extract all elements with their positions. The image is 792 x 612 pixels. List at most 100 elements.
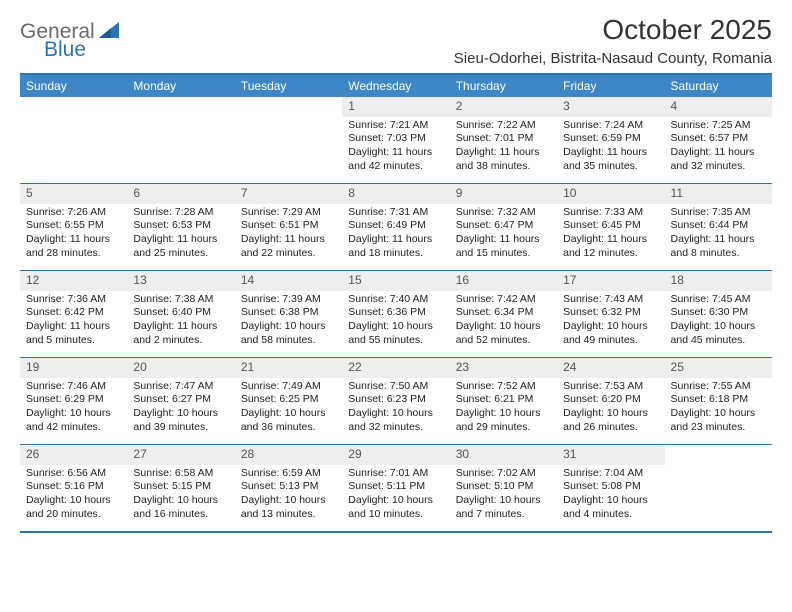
- sunset-text: Sunset: 6:29 PM: [26, 393, 121, 407]
- daylight-text: Daylight: 11 hours and 32 minutes.: [671, 146, 766, 173]
- day-body: Sunrise: 7:21 AMSunset: 7:03 PMDaylight:…: [342, 117, 449, 178]
- sunset-text: Sunset: 6:18 PM: [671, 393, 766, 407]
- day-body: Sunrise: 7:45 AMSunset: 6:30 PMDaylight:…: [665, 291, 772, 352]
- day-number: 4: [665, 97, 772, 117]
- day-cell: [665, 445, 772, 531]
- day-body: Sunrise: 7:02 AMSunset: 5:10 PMDaylight:…: [450, 465, 557, 526]
- week-row: 26Sunrise: 6:56 AMSunset: 5:16 PMDayligh…: [20, 445, 772, 531]
- sunset-text: Sunset: 6:57 PM: [671, 132, 766, 146]
- daylight-text: Daylight: 11 hours and 5 minutes.: [26, 320, 121, 347]
- weekday-header: Tuesday: [235, 75, 342, 97]
- day-number: 27: [127, 445, 234, 465]
- day-body: Sunrise: 7:32 AMSunset: 6:47 PMDaylight:…: [450, 204, 557, 265]
- sunset-text: Sunset: 6:23 PM: [348, 393, 443, 407]
- day-number: 24: [557, 358, 664, 378]
- day-cell: 13Sunrise: 7:38 AMSunset: 6:40 PMDayligh…: [127, 271, 234, 357]
- sunrise-text: Sunrise: 6:59 AM: [241, 467, 336, 481]
- day-number: 21: [235, 358, 342, 378]
- daylight-text: Daylight: 10 hours and 36 minutes.: [241, 407, 336, 434]
- sunrise-text: Sunrise: 7:49 AM: [241, 380, 336, 394]
- day-body: Sunrise: 7:22 AMSunset: 7:01 PMDaylight:…: [450, 117, 557, 178]
- sunset-text: Sunset: 5:13 PM: [241, 480, 336, 494]
- day-number: 10: [557, 184, 664, 204]
- day-cell: 17Sunrise: 7:43 AMSunset: 6:32 PMDayligh…: [557, 271, 664, 357]
- sunrise-text: Sunrise: 7:21 AM: [348, 119, 443, 133]
- sunrise-text: Sunrise: 7:52 AM: [456, 380, 551, 394]
- day-number: 14: [235, 271, 342, 291]
- daylight-text: Daylight: 11 hours and 8 minutes.: [671, 233, 766, 260]
- sunset-text: Sunset: 6:21 PM: [456, 393, 551, 407]
- sunset-text: Sunset: 6:34 PM: [456, 306, 551, 320]
- sunrise-text: Sunrise: 7:32 AM: [456, 206, 551, 220]
- calendar: Sunday Monday Tuesday Wednesday Thursday…: [20, 73, 772, 533]
- day-body: Sunrise: 7:04 AMSunset: 5:08 PMDaylight:…: [557, 465, 664, 526]
- daylight-text: Daylight: 11 hours and 38 minutes.: [456, 146, 551, 173]
- sunset-text: Sunset: 5:11 PM: [348, 480, 443, 494]
- day-cell: 11Sunrise: 7:35 AMSunset: 6:44 PMDayligh…: [665, 184, 772, 270]
- day-body: Sunrise: 7:52 AMSunset: 6:21 PMDaylight:…: [450, 378, 557, 439]
- day-cell: 29Sunrise: 7:01 AMSunset: 5:11 PMDayligh…: [342, 445, 449, 531]
- sunset-text: Sunset: 6:49 PM: [348, 219, 443, 233]
- sunrise-text: Sunrise: 7:33 AM: [563, 206, 658, 220]
- sunrise-text: Sunrise: 6:56 AM: [26, 467, 121, 481]
- weekday-header: Monday: [127, 75, 234, 97]
- sunset-text: Sunset: 5:15 PM: [133, 480, 228, 494]
- day-cell: [20, 97, 127, 183]
- day-body: Sunrise: 7:38 AMSunset: 6:40 PMDaylight:…: [127, 291, 234, 352]
- day-cell: [127, 97, 234, 183]
- title-block: October 2025 Sieu-Odorhei, Bistrita-Nasa…: [454, 14, 772, 67]
- sunset-text: Sunset: 6:36 PM: [348, 306, 443, 320]
- weekday-header-row: Sunday Monday Tuesday Wednesday Thursday…: [20, 75, 772, 97]
- day-number: 2: [450, 97, 557, 117]
- sunrise-text: Sunrise: 7:36 AM: [26, 293, 121, 307]
- sunset-text: Sunset: 6:20 PM: [563, 393, 658, 407]
- day-body: Sunrise: 7:24 AMSunset: 6:59 PMDaylight:…: [557, 117, 664, 178]
- daylight-text: Daylight: 10 hours and 16 minutes.: [133, 494, 228, 521]
- day-cell: 4 Sunrise: 7:25 AMSunset: 6:57 PMDaylight…: [665, 97, 772, 183]
- day-number: 11: [665, 184, 772, 204]
- day-body: Sunrise: 7:29 AMSunset: 6:51 PMDaylight:…: [235, 204, 342, 265]
- sunset-text: Sunset: 7:01 PM: [456, 132, 551, 146]
- day-cell: 24Sunrise: 7:53 AMSunset: 6:20 PMDayligh…: [557, 358, 664, 444]
- day-number: 23: [450, 358, 557, 378]
- logo-triangle-icon: [99, 22, 119, 43]
- daylight-text: Daylight: 10 hours and 45 minutes.: [671, 320, 766, 347]
- day-body: Sunrise: 7:35 AMSunset: 6:44 PMDaylight:…: [665, 204, 772, 265]
- day-number: 31: [557, 445, 664, 465]
- sunset-text: Sunset: 7:03 PM: [348, 132, 443, 146]
- sunrise-text: Sunrise: 7:29 AM: [241, 206, 336, 220]
- sunset-text: Sunset: 6:51 PM: [241, 219, 336, 233]
- day-body: Sunrise: 7:46 AMSunset: 6:29 PMDaylight:…: [20, 378, 127, 439]
- sunset-text: Sunset: 6:27 PM: [133, 393, 228, 407]
- daylight-text: Daylight: 11 hours and 2 minutes.: [133, 320, 228, 347]
- sunrise-text: Sunrise: 7:40 AM: [348, 293, 443, 307]
- sunset-text: Sunset: 6:55 PM: [26, 219, 121, 233]
- day-number: 12: [20, 271, 127, 291]
- sunrise-text: Sunrise: 7:45 AM: [671, 293, 766, 307]
- day-number: 17: [557, 271, 664, 291]
- sunrise-text: Sunrise: 7:35 AM: [671, 206, 766, 220]
- sunset-text: Sunset: 6:47 PM: [456, 219, 551, 233]
- day-cell: [235, 97, 342, 183]
- sunset-text: Sunset: 6:45 PM: [563, 219, 658, 233]
- sunrise-text: Sunrise: 7:25 AM: [671, 119, 766, 133]
- day-cell: 23Sunrise: 7:52 AMSunset: 6:21 PMDayligh…: [450, 358, 557, 444]
- day-cell: 1Sunrise: 7:21 AMSunset: 7:03 PMDaylight…: [342, 97, 449, 183]
- daylight-text: Daylight: 11 hours and 22 minutes.: [241, 233, 336, 260]
- day-number: 28: [235, 445, 342, 465]
- day-number: 5: [20, 184, 127, 204]
- day-cell: 10Sunrise: 7:33 AMSunset: 6:45 PMDayligh…: [557, 184, 664, 270]
- day-number: 26: [20, 445, 127, 465]
- day-body: Sunrise: 6:56 AMSunset: 5:16 PMDaylight:…: [20, 465, 127, 526]
- location: Sieu-Odorhei, Bistrita-Nasaud County, Ro…: [454, 50, 772, 67]
- day-cell: 5Sunrise: 7:26 AMSunset: 6:55 PMDaylight…: [20, 184, 127, 270]
- day-cell: 2Sunrise: 7:22 AMSunset: 7:01 PMDaylight…: [450, 97, 557, 183]
- week-row: 19Sunrise: 7:46 AMSunset: 6:29 PMDayligh…: [20, 358, 772, 445]
- day-body: Sunrise: 7:40 AMSunset: 6:36 PMDaylight:…: [342, 291, 449, 352]
- day-cell: 25Sunrise: 7:55 AMSunset: 6:18 PMDayligh…: [665, 358, 772, 444]
- day-number: 6: [127, 184, 234, 204]
- day-body: Sunrise: 7:50 AMSunset: 6:23 PMDaylight:…: [342, 378, 449, 439]
- daylight-text: Daylight: 10 hours and 7 minutes.: [456, 494, 551, 521]
- sunrise-text: Sunrise: 6:58 AM: [133, 467, 228, 481]
- day-body: Sunrise: 7:42 AMSunset: 6:34 PMDaylight:…: [450, 291, 557, 352]
